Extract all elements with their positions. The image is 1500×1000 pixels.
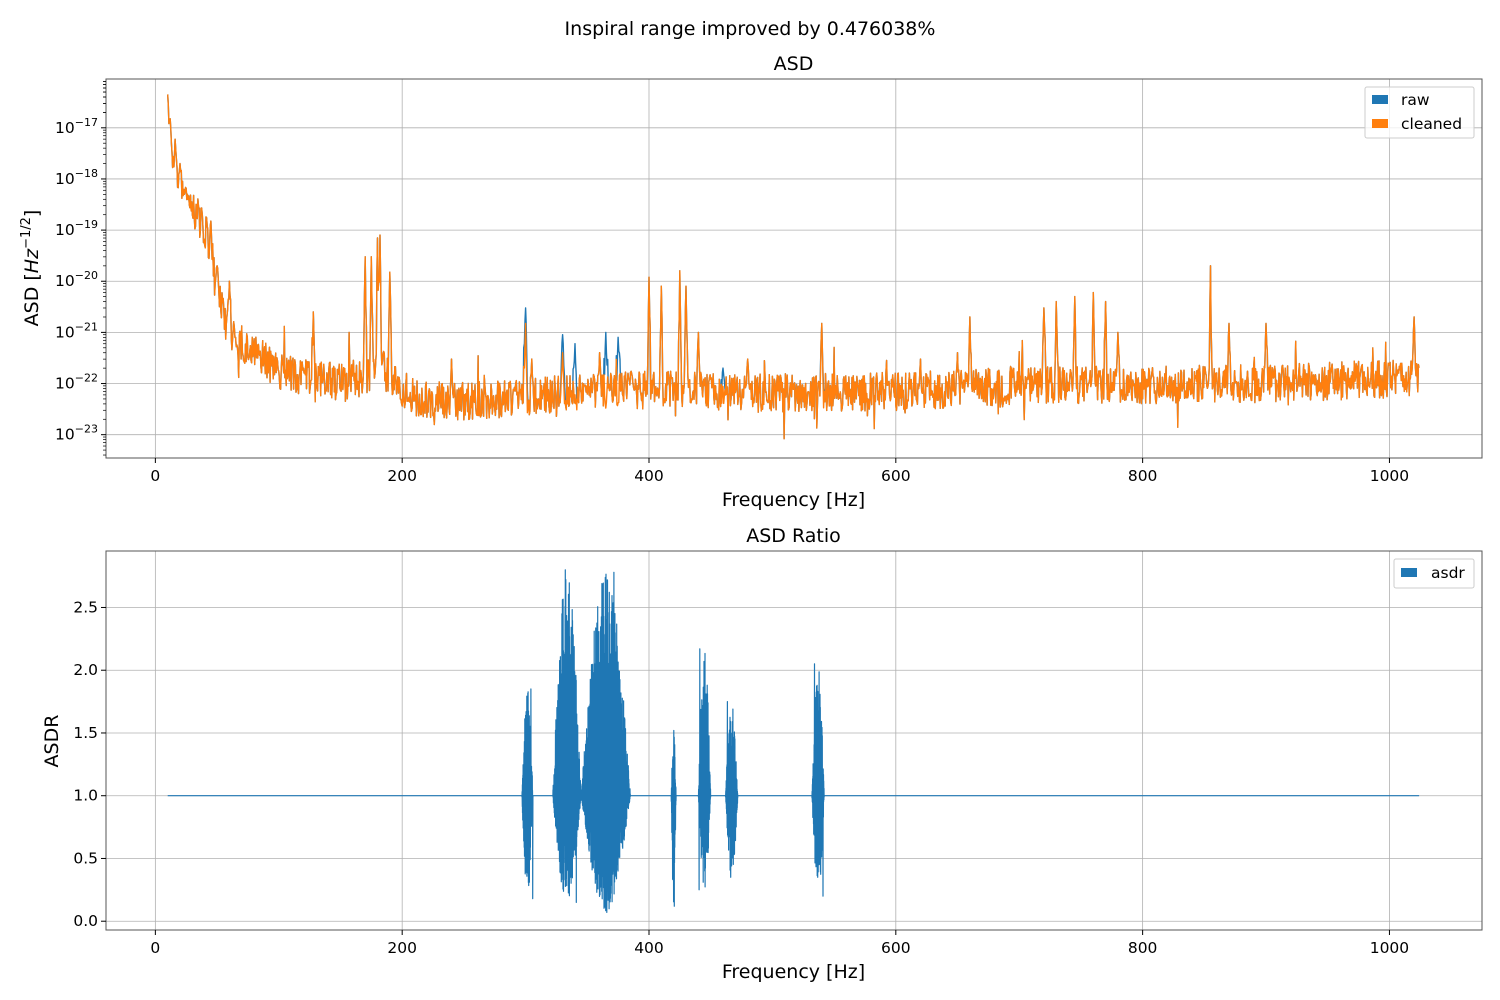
asd-xtick-label: 600 xyxy=(881,467,911,485)
asd-ytick-label: 10−19 xyxy=(55,218,98,239)
legend-swatch-raw xyxy=(1372,95,1388,104)
legend-label-raw: raw xyxy=(1401,91,1430,109)
asd-ytick-base: 10 xyxy=(55,119,75,137)
asd-axes: ASD 0 200 400 600 800 100010−1710−1810−1910−2… xyxy=(19,53,1483,511)
asd-xtick-label: 800 xyxy=(1128,467,1158,485)
asdr-xtick-label: 600 xyxy=(881,939,911,957)
asdr-legend: asdr xyxy=(1393,558,1475,589)
asd-ytick-base: 10 xyxy=(55,272,75,290)
asd-ytick-label: 10−20 xyxy=(55,269,98,290)
asdr-ylabel: ASDR xyxy=(41,715,63,768)
asd-ytick-exp: −18 xyxy=(75,167,98,180)
asd-ytick-label: 10−22 xyxy=(55,372,98,393)
asd-ytick-label: 10−21 xyxy=(55,320,98,341)
asd-frame xyxy=(105,78,1483,459)
asdr-xlabel: Frequency [Hz] xyxy=(722,961,865,983)
asd-ytick-base: 10 xyxy=(55,170,75,188)
asdr-ytick-label: 2.5 xyxy=(73,598,98,616)
asd-xtick-label: 200 xyxy=(387,467,417,485)
asdr-lines xyxy=(167,569,1420,913)
asd-ytick-base: 10 xyxy=(55,221,75,239)
asd-ticks: 0 200 400 600 800 100010−1710−1810−1910−2010−… xyxy=(55,81,1409,485)
legend-label-cleaned: cleaned xyxy=(1401,115,1462,133)
asdr-title: ASD Ratio xyxy=(746,525,841,547)
asdr-xtick-label: 0 xyxy=(150,939,160,957)
asd-xtick-label: 400 xyxy=(634,467,664,485)
asd-ytick-exp: −21 xyxy=(75,320,98,333)
asdr-xtick-label: 1000 xyxy=(1370,939,1409,957)
asd-ylabel-suffix: ] xyxy=(21,210,43,217)
asdr-series xyxy=(167,569,1420,913)
asd-ytick-label: 10−18 xyxy=(55,167,98,188)
asd-legend: raw cleaned xyxy=(1364,86,1475,139)
asd-ytick-base: 10 xyxy=(55,426,75,444)
asdr-axes: ASD Ratio 0 200 400 600 800 1000 0.0 0.5 1.0 1.5 2… xyxy=(41,525,1483,983)
legend-swatch-cleaned xyxy=(1372,119,1388,128)
asd-ylabel-prefix: ASD [ xyxy=(21,273,43,326)
asd-ytick-exp: −23 xyxy=(75,423,98,436)
asdr-xtick-label: 800 xyxy=(1128,939,1158,957)
asdr-ytick-label: 2.0 xyxy=(73,661,98,679)
legend-label-asdr: asdr xyxy=(1431,564,1465,582)
asd-xlabel: Frequency [Hz] xyxy=(722,489,865,511)
asdr-ytick-label: 1.0 xyxy=(73,787,98,805)
asd-ytick-base: 10 xyxy=(55,323,75,341)
asd-xtick-label: 1000 xyxy=(1370,467,1409,485)
asdr-ticks: 0 200 400 600 800 1000 0.0 0.5 1.0 1.5 2.0 2.5 xyxy=(73,598,1409,957)
asd-ytick-exp: −19 xyxy=(75,218,98,231)
asdr-grid xyxy=(106,551,1482,930)
asd-ytick-label: 10−17 xyxy=(55,116,98,137)
asd-ytick-exp: −17 xyxy=(75,116,98,129)
asd-ytick-base: 10 xyxy=(55,375,75,393)
asdr-ytick-label: 0.5 xyxy=(73,849,98,867)
asdr-frame xyxy=(105,550,1483,931)
asdr-ytick-label: 0.0 xyxy=(73,912,98,930)
asd-ylabel: ASD [Hz−1/2] xyxy=(19,210,43,327)
figure-suptitle: Inspiral range improved by 0.476038% xyxy=(565,18,936,40)
asd-series-cleaned xyxy=(167,94,1420,440)
asdr-ytick-label: 1.5 xyxy=(73,724,98,742)
asdr-xtick-label: 200 xyxy=(387,939,417,957)
legend-swatch-asdr xyxy=(1401,568,1417,577)
asd-title: ASD xyxy=(774,53,814,75)
asd-xtick-label: 0 xyxy=(150,467,160,485)
asdr-xtick-label: 400 xyxy=(634,939,664,957)
asd-ylabel-exp: −1/2 xyxy=(19,217,34,249)
asd-ytick-label: 10−23 xyxy=(55,423,98,444)
asd-ylabel-base: Hz xyxy=(21,248,43,273)
asd-lines xyxy=(167,94,1420,440)
asd-ytick-exp: −20 xyxy=(75,269,98,282)
asd-ytick-exp: −22 xyxy=(75,372,98,385)
